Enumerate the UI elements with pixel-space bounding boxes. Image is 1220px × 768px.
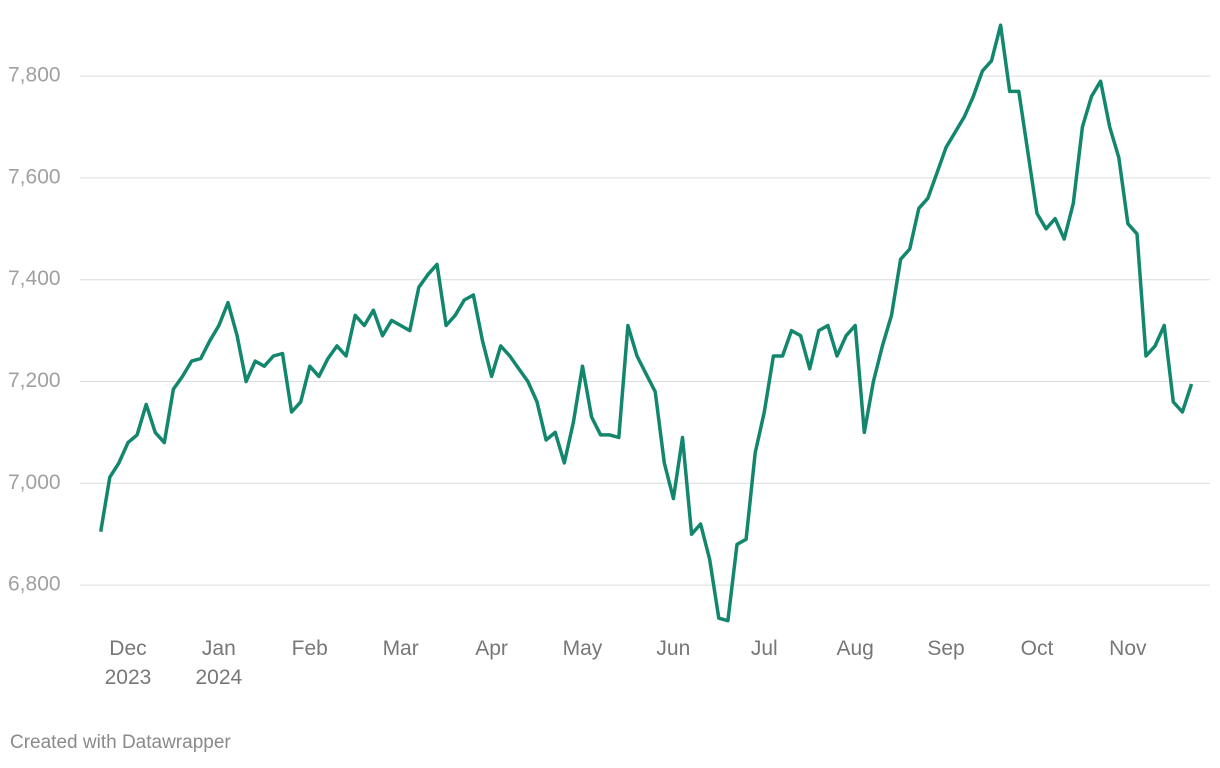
x-tick-label: Aug — [836, 637, 874, 660]
x-tick-label: Nov — [1109, 637, 1147, 660]
line — [98, 23, 1194, 623]
y-tick-label: 7,600 — [8, 165, 61, 188]
y-tick-label: 7,200 — [8, 369, 61, 392]
x-tick-label: Apr — [475, 637, 508, 660]
y-tick-label: 7,800 — [8, 64, 61, 87]
x-tick-label: Jan 2024 — [195, 637, 243, 689]
x-tick-label: Mar — [382, 637, 419, 660]
y-tick-label: 7,400 — [8, 267, 61, 290]
x-tick-label: Jun — [656, 637, 691, 660]
x-tick-label: Feb — [291, 637, 328, 660]
x-tick-label: May — [562, 637, 603, 660]
y-tick-label: 7,000 — [8, 471, 61, 494]
footer: Created with Datawrapper — [10, 732, 231, 753]
x-tick-label: Dec 2023 — [104, 637, 152, 689]
x-tick-label: Oct — [1020, 637, 1054, 660]
x-tick-label: Sep — [927, 637, 965, 660]
y-tick-label: 6,800 — [8, 573, 61, 596]
x-tick-label: Jul — [750, 637, 778, 660]
